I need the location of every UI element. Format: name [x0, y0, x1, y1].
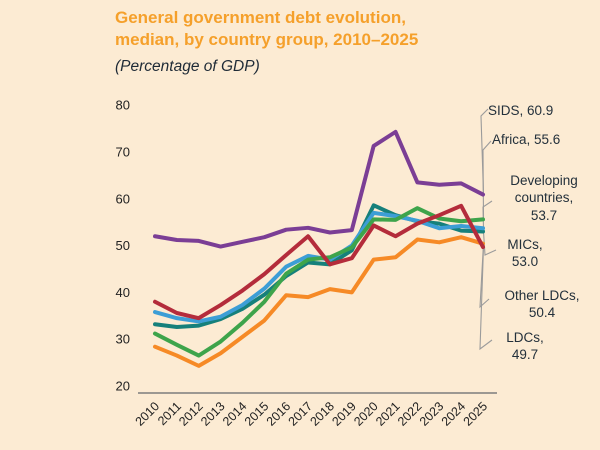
- y-axis-label: 70: [116, 145, 130, 160]
- y-axis-label: 60: [116, 191, 130, 206]
- leader-line-ldcs: [479, 246, 493, 351]
- series-line-mics: [153, 203, 486, 330]
- x-axis-label: 2021: [373, 399, 403, 429]
- series-line-africa: [153, 206, 486, 358]
- y-axis-label: 40: [116, 285, 130, 300]
- x-axis-label: 2016: [264, 399, 294, 429]
- callout-mics: MICs, 53.0: [507, 237, 543, 270]
- chart-title: General government debt evolution, media…: [115, 7, 535, 52]
- y-axis-label: 30: [116, 332, 130, 347]
- leader-line-africa: [482, 140, 492, 220]
- callout-other-ldcs: Other LDCs, 50.4: [504, 288, 580, 321]
- leader-line-developing-countries: [482, 200, 493, 229]
- series-line-ldcs: [153, 203, 486, 321]
- x-axis-label: 2024: [439, 399, 469, 429]
- callout-sids: SIDS, 60.9: [488, 103, 554, 118]
- callout-africa: Africa, 55.6: [492, 132, 561, 147]
- callout-ldcs: LDCs, 49.7: [506, 330, 544, 363]
- x-axis-label: 2012: [176, 399, 206, 429]
- leader-line-other-ldcs: [479, 243, 490, 309]
- series-line-sids: [153, 129, 486, 249]
- callout-developing-countries: Developing countries, 53.7: [510, 173, 578, 223]
- chart-subtitle: (Percentage of GDP): [115, 58, 260, 75]
- x-axis-label: 2010: [133, 399, 163, 429]
- y-axis-label: 50: [116, 238, 130, 253]
- x-axis-label: 2019: [329, 399, 359, 429]
- x-axis-label: 2011: [155, 399, 184, 428]
- x-axis-label: 2014: [220, 399, 250, 429]
- y-axis-label: 20: [116, 379, 130, 394]
- leader-line-mics: [482, 231, 497, 256]
- x-axis-label: 2017: [286, 399, 316, 429]
- chart-title-line1: General government debt evolution,: [115, 8, 406, 27]
- x-axis-label: 2015: [242, 399, 272, 429]
- x-axis-label: 2022: [395, 399, 425, 429]
- x-axis-label: 2020: [351, 399, 381, 429]
- chart-title-line2: median, by country group, 2010–2025: [115, 30, 419, 50]
- x-axis-label: 2025: [461, 399, 491, 429]
- series-line-other-ldcs: [153, 235, 486, 368]
- y-axis-label: 80: [116, 98, 130, 113]
- x-axis-label: 2013: [198, 399, 228, 429]
- leader-line-sids: [480, 108, 489, 195]
- x-axis-label: 2018: [307, 399, 337, 429]
- x-axis-label: 2023: [417, 399, 447, 429]
